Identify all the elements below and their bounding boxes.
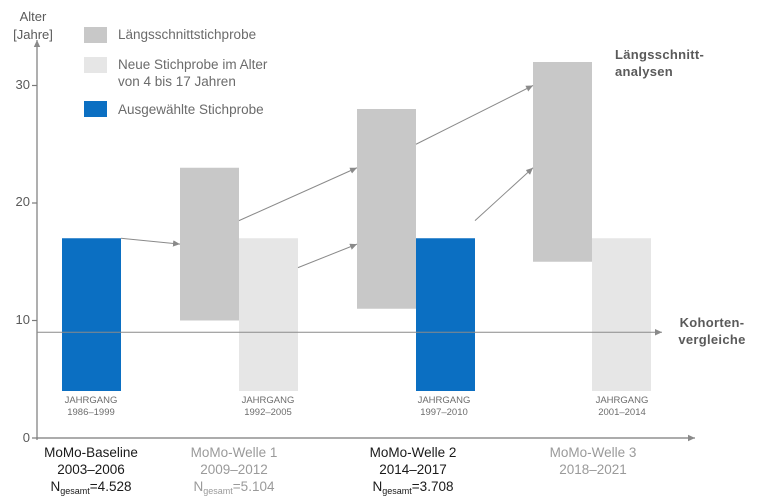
wave-period: 2003–2006 bbox=[57, 462, 125, 477]
wave-name: MoMo-Baseline bbox=[44, 445, 138, 460]
wave-period: 2014–2017 bbox=[379, 462, 447, 477]
wave-label-welle3: MoMo-Welle 3 2018–2021 bbox=[518, 444, 668, 478]
sample-bars bbox=[62, 62, 651, 391]
legend-label-new-line2: von 4 bis 17 Jahren bbox=[118, 74, 236, 89]
longitudinal-label-line2: analysen bbox=[615, 64, 674, 79]
jahrgang-word: JAHRGANG bbox=[241, 395, 295, 406]
wave-name: MoMo-Welle 3 bbox=[549, 445, 637, 460]
wave-sample-size: Ngesamt=5.104 bbox=[193, 479, 275, 496]
wave-label-welle1: MoMo-Welle 1 2009–2012 Ngesamt=5.104 bbox=[159, 444, 309, 496]
jahrgang-years: 2001–2014 bbox=[598, 407, 646, 418]
longitudinal-analyses-label: Längsschnitt- analysen bbox=[615, 46, 704, 80]
longitudinal-label-line1: Längsschnitt- bbox=[615, 47, 705, 62]
wave-name: MoMo-Welle 2 bbox=[369, 445, 457, 460]
wave-sample-size: Ngesamt=3.708 bbox=[372, 479, 454, 496]
cohort-label-line1: Kohorten- bbox=[679, 315, 745, 330]
wave-label-welle2: MoMo-Welle 2 2014–2017 Ngesamt=3.708 bbox=[338, 444, 488, 496]
y-axis-title-line2: [Jahre] bbox=[13, 27, 53, 42]
bar-selected-4 bbox=[416, 238, 475, 391]
longitudinal-arrows bbox=[120, 85, 534, 269]
y-axis-title: Alter [Jahre] bbox=[8, 8, 58, 44]
jahrgang-years: 1986–1999 bbox=[67, 407, 115, 418]
jahrgang-word: JAHRGANG bbox=[595, 395, 649, 406]
longitudinal-arrow-1 bbox=[238, 167, 358, 222]
legend-swatch-new bbox=[84, 57, 107, 73]
bar-long-5 bbox=[533, 62, 592, 262]
legend-swatch-long bbox=[84, 27, 107, 43]
jahrgang-label-welle2: JAHRGANG 1997–2010 bbox=[404, 395, 484, 419]
y-tick-label-30: 30 bbox=[15, 77, 30, 92]
bar-long-1 bbox=[180, 167, 239, 321]
wave-period: 2009–2012 bbox=[200, 462, 268, 477]
bar-long-3 bbox=[357, 109, 416, 309]
y-axis-ticks bbox=[32, 84, 37, 439]
jahrgang-label-baseline: JAHRGANG 1986–1999 bbox=[51, 395, 131, 419]
longitudinal-arrow-3 bbox=[415, 85, 534, 145]
bar-new-2 bbox=[239, 238, 298, 391]
cohort-label-line2: vergleiche bbox=[678, 332, 746, 347]
wave-name: MoMo-Welle 1 bbox=[190, 445, 278, 460]
cohort-comparisons-label: Kohorten- vergleiche bbox=[667, 314, 757, 348]
jahrgang-years: 1992–2005 bbox=[244, 407, 292, 418]
jahrgang-years: 1997–2010 bbox=[420, 407, 468, 418]
legend-swatches bbox=[84, 27, 107, 117]
bar-selected-0 bbox=[62, 238, 121, 391]
legend-swatch-selected bbox=[84, 101, 107, 117]
jahrgang-label-welle1: JAHRGANG 1992–2005 bbox=[228, 395, 308, 419]
wave-sample-size: Ngesamt=4.528 bbox=[50, 479, 132, 496]
bar-new-6 bbox=[592, 238, 651, 391]
jahrgang-word: JAHRGANG bbox=[417, 395, 471, 406]
longitudinal-arrow-2 bbox=[297, 243, 358, 269]
y-tick-label-20: 20 bbox=[15, 194, 30, 209]
jahrgang-label-welle3: JAHRGANG 2001–2014 bbox=[582, 395, 662, 419]
jahrgang-word: JAHRGANG bbox=[64, 395, 118, 406]
y-tick-label-10: 10 bbox=[15, 312, 30, 327]
legend-label-new-line1: Neue Stichprobe im Alter bbox=[118, 57, 268, 72]
wave-period: 2018–2021 bbox=[559, 462, 627, 477]
y-tick-label-0: 0 bbox=[22, 430, 30, 445]
longitudinal-arrow-0 bbox=[120, 237, 181, 247]
wave-label-baseline: MoMo-Baseline 2003–2006 Ngesamt=4.528 bbox=[16, 444, 166, 496]
y-axis-title-line1: Alter bbox=[19, 9, 47, 24]
legend-label-new: Neue Stichprobe im Alter von 4 bis 17 Ja… bbox=[118, 56, 267, 90]
legend-label-long: Längsschnittstichprobe bbox=[118, 27, 257, 42]
axes bbox=[33, 40, 695, 442]
legend-label-selected: Ausgewählte Stichprobe bbox=[118, 102, 264, 117]
longitudinal-arrow-4 bbox=[474, 167, 534, 221]
